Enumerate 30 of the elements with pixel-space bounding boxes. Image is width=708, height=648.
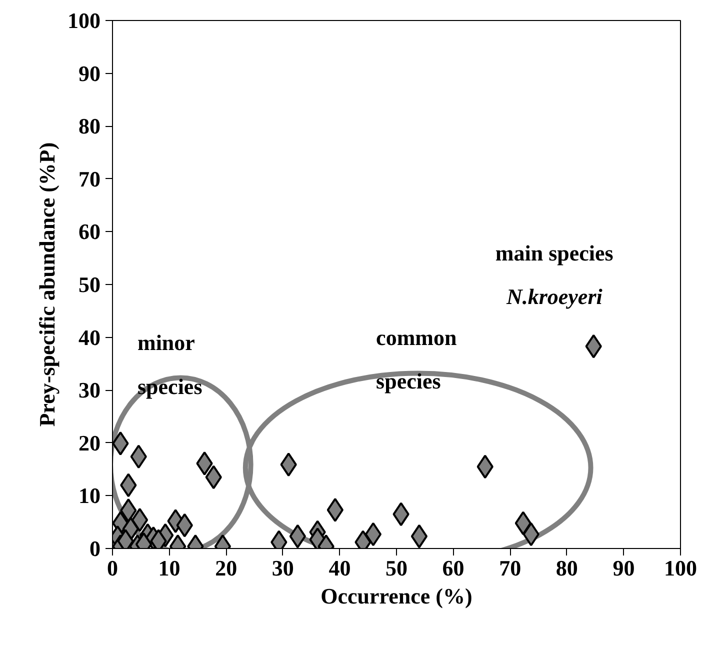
x-tick-label: 40 bbox=[328, 556, 351, 580]
annotation: minor species bbox=[137, 330, 203, 399]
x-tick-label: 50 bbox=[386, 556, 408, 580]
y-tick-label: 50 bbox=[78, 272, 100, 297]
y-tick-label: 0 bbox=[90, 536, 100, 561]
annotation: common species bbox=[376, 324, 457, 394]
x-tick-label: 80 bbox=[556, 556, 578, 580]
y-tick-label: 60 bbox=[78, 219, 100, 244]
y-tick-label: 70 bbox=[78, 166, 100, 192]
x-tick-label: 20 bbox=[215, 556, 238, 580]
y-tick-label: 80 bbox=[78, 114, 100, 139]
point bbox=[410, 524, 428, 548]
x-tick-label: 60 bbox=[442, 556, 464, 580]
y-axis-title: Prey-specific abundance (%P) bbox=[34, 142, 60, 427]
y-tick-label: 100 bbox=[68, 8, 100, 33]
x-tick-label: 30 bbox=[272, 556, 294, 580]
x-tick-label: 100 bbox=[664, 556, 697, 580]
annotation: main species N.kroeyeri bbox=[495, 240, 614, 310]
x-tick-label: 0 bbox=[107, 556, 118, 580]
point bbox=[364, 522, 382, 546]
y-tick-label: 10 bbox=[78, 483, 100, 508]
point bbox=[131, 508, 148, 532]
x-tick-label: 70 bbox=[499, 556, 522, 580]
x-axis-title: Occurrence (%) bbox=[320, 584, 472, 608]
y-tick-label: 40 bbox=[78, 324, 100, 350]
x-tick-label: 90 bbox=[612, 556, 635, 580]
y-tick-label: 20 bbox=[78, 430, 100, 456]
y-tick-label: 30 bbox=[78, 378, 100, 403]
x-tick-label: 10 bbox=[158, 556, 180, 580]
y-tick-label: 90 bbox=[78, 60, 100, 86]
